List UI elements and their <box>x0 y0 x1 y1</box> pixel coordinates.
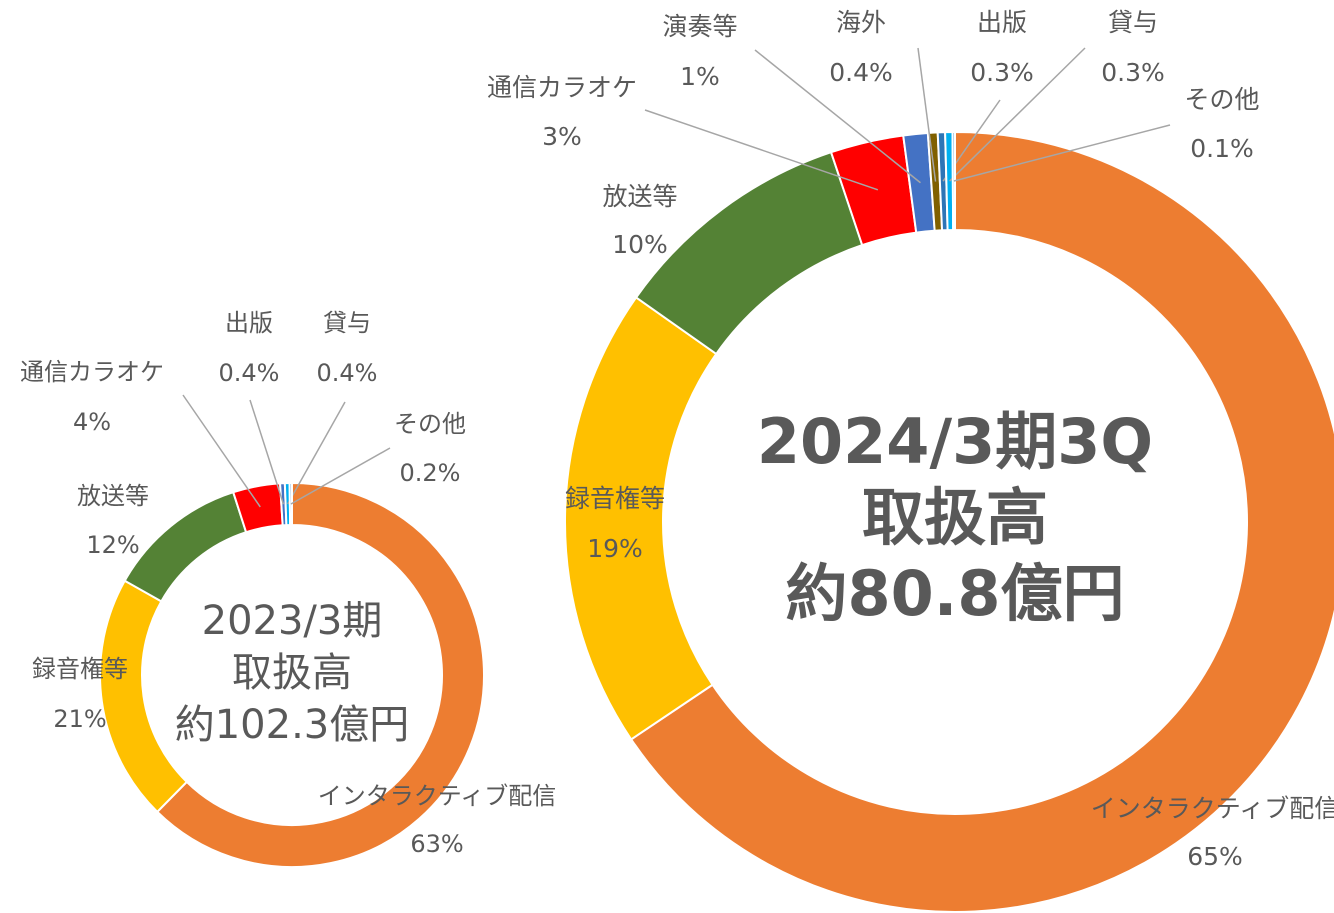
category-label: その他 <box>394 410 466 438</box>
category-label: 出版 <box>977 8 1027 37</box>
donut-segment <box>951 130 956 232</box>
center-text: 約80.8億円 <box>786 557 1125 630</box>
value-label: 65% <box>1187 842 1243 871</box>
value-label: 10% <box>612 230 668 259</box>
value-label: 0.3% <box>1101 58 1165 87</box>
category-label: その他 <box>1184 85 1259 114</box>
donut-segment <box>629 130 1334 913</box>
value-label: 12% <box>86 531 139 559</box>
donut-segment <box>155 481 485 868</box>
leader-line <box>917 47 937 182</box>
category-label: 演奏等 <box>662 12 737 41</box>
value-label: 3% <box>542 122 582 151</box>
category-label: 録音権等 <box>32 655 128 683</box>
category-label: 放送等 <box>602 182 677 211</box>
leader-line <box>754 49 921 184</box>
value-label: 0.2% <box>400 459 461 487</box>
category-label: 海外 <box>836 8 886 37</box>
center-text: 取扱高 <box>232 650 352 696</box>
value-label: 0.4% <box>219 359 280 387</box>
donut-segment <box>288 481 293 527</box>
value-label: 1% <box>680 62 720 91</box>
center-text: 約102.3億円 <box>175 702 410 748</box>
category-label: 貸与 <box>1108 8 1158 37</box>
leader-line <box>249 399 285 505</box>
category-label: 通信カラオケ <box>487 73 637 102</box>
center-text: 2024/3期3Q <box>757 405 1153 478</box>
center-text: 2023/3期 <box>202 598 383 644</box>
leader-line <box>182 394 261 508</box>
category-label: 放送等 <box>77 482 149 510</box>
center-text: 取扱高 <box>862 481 1048 554</box>
category-label: 録音権等 <box>565 484 665 513</box>
category-label: 出版 <box>225 309 273 337</box>
value-label: 63% <box>410 830 463 858</box>
leader-line <box>644 109 879 191</box>
category-label: インタラクティブ配信 <box>1091 794 1334 823</box>
value-label: 21% <box>53 705 106 733</box>
value-label: 0.4% <box>829 58 893 87</box>
category-label: インタラクティブ配信 <box>318 782 557 810</box>
donut-segment <box>99 579 189 814</box>
value-label: 0.3% <box>970 58 1034 87</box>
category-label: 通信カラオケ <box>20 358 164 386</box>
donut-segment <box>564 296 718 741</box>
value-label: 0.4% <box>317 359 378 387</box>
leader-line <box>287 401 346 505</box>
leader-line <box>949 47 1086 182</box>
value-label: 19% <box>587 534 643 563</box>
category-label: 貸与 <box>323 309 371 337</box>
leader-line <box>953 124 1171 182</box>
value-label: 0.1% <box>1190 134 1254 163</box>
leader-line <box>290 447 391 505</box>
value-label: 4% <box>73 408 111 436</box>
